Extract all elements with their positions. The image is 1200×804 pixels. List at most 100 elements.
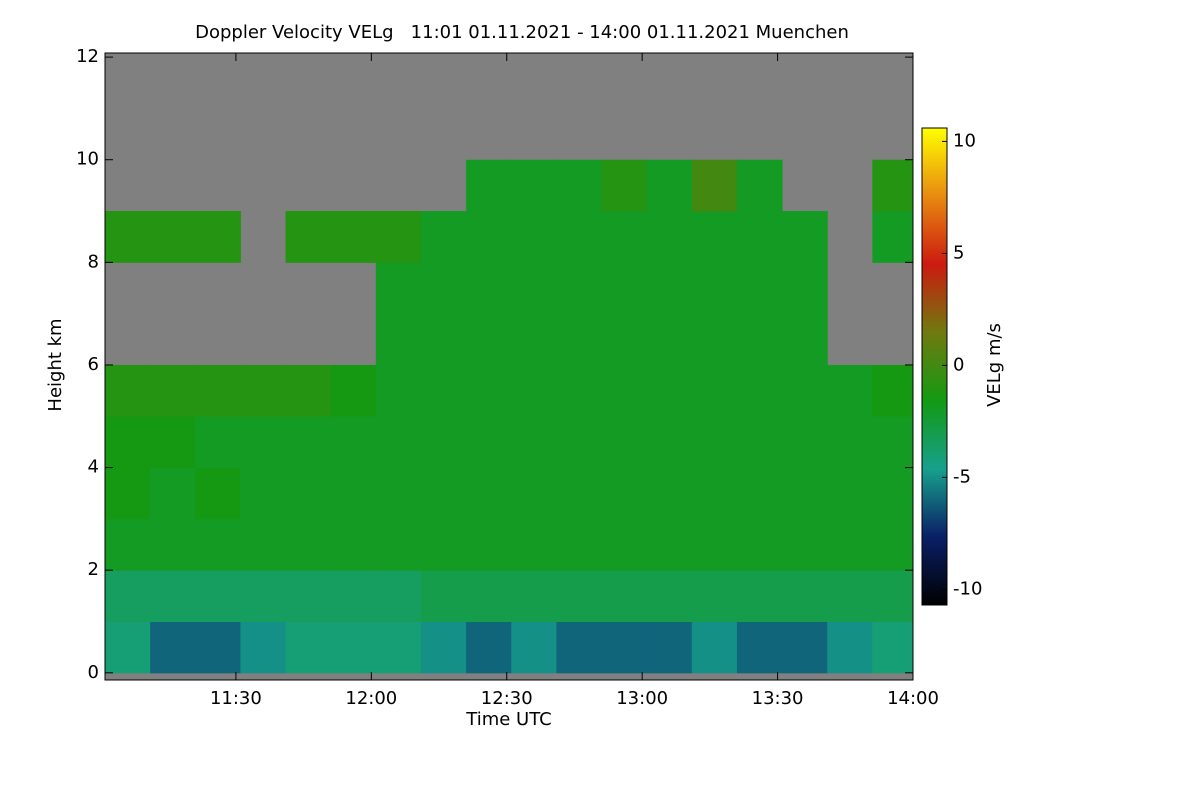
colorbar-strip <box>922 283 947 285</box>
colorbar-strip <box>922 394 947 396</box>
heatmap-cell <box>420 262 467 315</box>
colorbar-strip <box>922 185 947 187</box>
colorbar-strip <box>922 150 947 152</box>
colorbar-strip <box>922 241 947 243</box>
heatmap-cell <box>150 211 196 263</box>
heatmap-cell <box>466 364 512 417</box>
heatmap-cell <box>330 570 377 623</box>
colorbar-strip <box>922 600 947 602</box>
colorbar-strip <box>922 325 947 327</box>
colorbar-strip <box>922 157 947 159</box>
colorbar-strip <box>922 386 947 388</box>
heatmap-cell <box>646 364 693 417</box>
heatmap-cell <box>511 159 557 212</box>
colorbar-strip <box>922 434 947 436</box>
heatmap-cell <box>330 211 377 263</box>
colorbar-strip <box>922 475 947 477</box>
colorbar-strip <box>922 435 947 437</box>
heatmap-cell <box>150 621 196 674</box>
colorbar-strip <box>922 565 947 567</box>
colorbar-strip <box>922 296 947 298</box>
colorbar-strip <box>922 589 947 591</box>
colorbar-strip <box>922 517 947 519</box>
heatmap-cell <box>691 262 738 315</box>
colorbar-strip <box>922 344 947 346</box>
colorbar-strip <box>922 281 947 283</box>
colorbar-strip <box>922 309 947 311</box>
colorbar-strip <box>922 577 947 579</box>
heatmap-cell <box>646 159 693 212</box>
colorbar-strip <box>922 156 947 158</box>
y-tick-label: 12 <box>76 46 99 67</box>
colorbar-strip <box>922 509 947 511</box>
heatmap-cell <box>285 518 332 571</box>
colorbar-strip <box>922 354 947 356</box>
colorbar-strip <box>922 173 947 175</box>
colorbar-strip <box>922 546 947 548</box>
colorbar-strip <box>922 488 947 490</box>
colorbar-strip <box>922 384 947 386</box>
colorbar-tick-label: 0 <box>953 354 964 375</box>
colorbar-strip <box>922 361 947 363</box>
heatmap-cell <box>105 467 151 520</box>
heatmap-cell <box>466 159 512 212</box>
colorbar-strip <box>922 341 947 343</box>
colorbar-strip <box>922 505 947 507</box>
colorbar-strip <box>922 585 947 587</box>
colorbar-strip <box>922 389 947 391</box>
chart-title: Doppler Velocity VELg 11:01 01.11.2021 -… <box>195 22 849 43</box>
colorbar-strip <box>922 428 947 430</box>
colorbar-strip <box>922 210 947 212</box>
heatmap-cell <box>827 518 873 571</box>
colorbar-strip <box>922 270 947 272</box>
colorbar-strip <box>922 568 947 570</box>
colorbar-strip <box>922 236 947 238</box>
heatmap-cell <box>556 621 603 674</box>
colorbar-strip <box>922 139 947 141</box>
colorbar-strip <box>922 588 947 590</box>
heatmap-cell <box>556 467 603 520</box>
heatmap-cell <box>556 364 603 417</box>
colorbar-strip <box>922 184 947 186</box>
heatmap-cell <box>150 570 196 623</box>
heatmap-cell <box>782 570 828 623</box>
colorbar-strip <box>922 303 947 305</box>
y-tick-label: 0 <box>88 662 99 683</box>
colorbar-strip <box>922 412 947 414</box>
colorbar-strip <box>922 148 947 150</box>
colorbar-strip <box>922 534 947 536</box>
heatmap-cell <box>646 211 693 263</box>
heatmap-cell <box>646 467 693 520</box>
colorbar-strip <box>922 295 947 297</box>
heatmap-cell <box>872 570 914 623</box>
colorbar-strip <box>922 356 947 358</box>
heatmap-cell <box>601 416 648 469</box>
colorbar-strip <box>922 307 947 309</box>
colorbar-strip <box>922 369 947 371</box>
colorbar-strip <box>922 387 947 389</box>
colorbar-strip <box>922 528 947 530</box>
heatmap-cell <box>782 313 828 366</box>
colorbar-strip <box>922 547 947 549</box>
colorbar-strip <box>922 492 947 494</box>
colorbar-strip <box>922 390 947 392</box>
heatmap-cell <box>511 262 557 315</box>
colorbar-strip <box>922 265 947 267</box>
heatmap-cell <box>105 364 151 417</box>
colorbar-strip <box>922 222 947 224</box>
colorbar-tick-label: 10 <box>953 130 976 151</box>
colorbar-strip <box>922 393 947 395</box>
heatmap-cell <box>872 364 914 417</box>
colorbar-strip <box>922 280 947 282</box>
heatmap-cell <box>691 621 738 674</box>
colorbar-strip <box>922 562 947 564</box>
heatmap-cell <box>782 621 828 674</box>
colorbar-strip <box>922 595 947 597</box>
heatmap-cell <box>511 313 557 366</box>
colorbar-strip <box>922 142 947 144</box>
colorbar-strip <box>922 456 947 458</box>
colorbar-strip <box>922 584 947 586</box>
colorbar-strip <box>922 464 947 466</box>
heatmap-cell <box>330 621 377 674</box>
colorbar-strip <box>922 153 947 155</box>
